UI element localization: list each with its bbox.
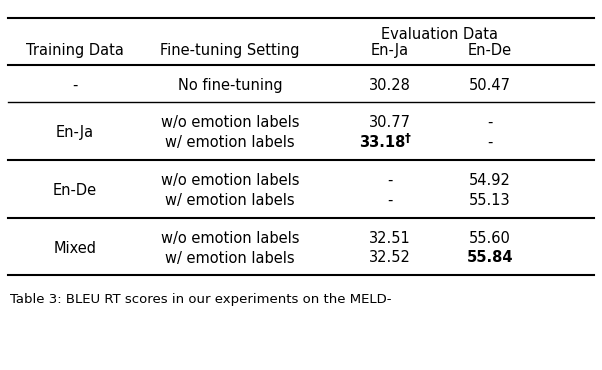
Text: Table 3: BLEU RT scores in our experiments on the MELD-: Table 3: BLEU RT scores in our experimen… <box>10 293 391 306</box>
Text: 55.13: 55.13 <box>469 192 511 208</box>
Text: 30.77: 30.77 <box>369 114 411 130</box>
Text: Evaluation Data: Evaluation Data <box>382 27 498 41</box>
Text: -: - <box>387 192 393 208</box>
Text: w/o emotion labels: w/o emotion labels <box>161 114 299 130</box>
Text: -: - <box>487 135 492 149</box>
Text: En-De: En-De <box>53 182 97 198</box>
Text: w/o emotion labels: w/o emotion labels <box>161 231 299 246</box>
Text: En-Ja: En-Ja <box>56 124 94 139</box>
Text: w/ emotion labels: w/ emotion labels <box>165 192 295 208</box>
Text: †: † <box>405 131 411 145</box>
Text: 55.84: 55.84 <box>467 250 514 266</box>
Text: 33.18: 33.18 <box>359 135 405 149</box>
Text: 32.51: 32.51 <box>369 231 411 246</box>
Text: 30.28: 30.28 <box>369 77 411 92</box>
Text: 54.92: 54.92 <box>469 172 511 188</box>
Text: 55.60: 55.60 <box>469 231 511 246</box>
Text: w/ emotion labels: w/ emotion labels <box>165 135 295 149</box>
Text: w/o emotion labels: w/o emotion labels <box>161 172 299 188</box>
Text: w/ emotion labels: w/ emotion labels <box>165 250 295 266</box>
Text: -: - <box>72 77 78 92</box>
Text: Training Data: Training Data <box>26 43 124 57</box>
Text: Mixed: Mixed <box>54 240 96 256</box>
Text: Fine-tuning Setting: Fine-tuning Setting <box>160 43 300 57</box>
Text: En-De: En-De <box>468 43 512 57</box>
Text: En-Ja: En-Ja <box>371 43 409 57</box>
Text: 32.52: 32.52 <box>369 250 411 266</box>
Text: No fine-tuning: No fine-tuning <box>178 77 282 92</box>
Text: 50.47: 50.47 <box>469 77 511 92</box>
Text: -: - <box>487 114 492 130</box>
Text: -: - <box>387 172 393 188</box>
